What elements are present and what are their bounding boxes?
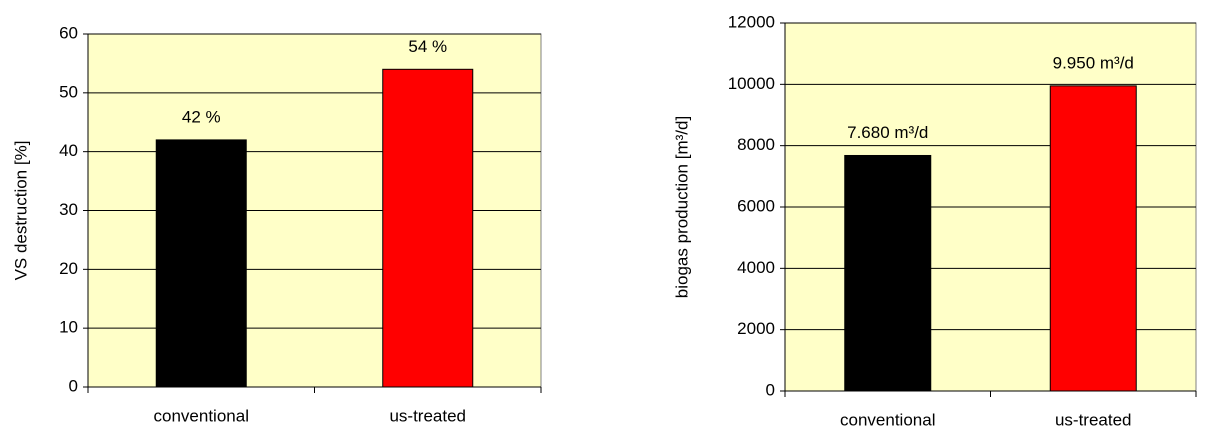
x-tick-label: conventional (840, 410, 935, 429)
bar (155, 139, 247, 388)
y-tick-label: 50 (59, 82, 78, 101)
y-tick-label: 40 (59, 141, 78, 160)
bar (1049, 85, 1137, 392)
y-axis-label: biogas production [m³/d] (672, 116, 691, 298)
x-tick-label: conventional (154, 406, 249, 425)
y-tick-label: 6000 (737, 196, 775, 215)
y-tick-label: 20 (59, 259, 78, 278)
y-tick-label: 8000 (737, 135, 775, 154)
y-tick-label: 0 (766, 380, 775, 399)
y-tick-label: 4000 (737, 258, 775, 277)
y-tick-label: 2000 (737, 319, 775, 338)
bar (844, 154, 932, 392)
value-label: 42 % (182, 107, 221, 126)
value-label: 7.680 m³/d (847, 123, 928, 142)
y-tick-label: 12000 (728, 12, 775, 31)
y-tick-label: 30 (59, 200, 78, 219)
value-label: 9.950 m³/d (1053, 53, 1134, 72)
y-axis-label: VS destruction [%] (11, 141, 30, 281)
x-tick-label: us-treated (1055, 410, 1132, 429)
x-tick-label: us-treated (389, 406, 466, 425)
y-tick-label: 60 (59, 23, 78, 42)
y-tick-label: 10000 (728, 74, 775, 93)
y-tick-label: 10 (59, 318, 78, 337)
y-tick-label: 0 (69, 376, 78, 395)
value-label: 54 % (408, 37, 447, 56)
bar (382, 68, 474, 388)
